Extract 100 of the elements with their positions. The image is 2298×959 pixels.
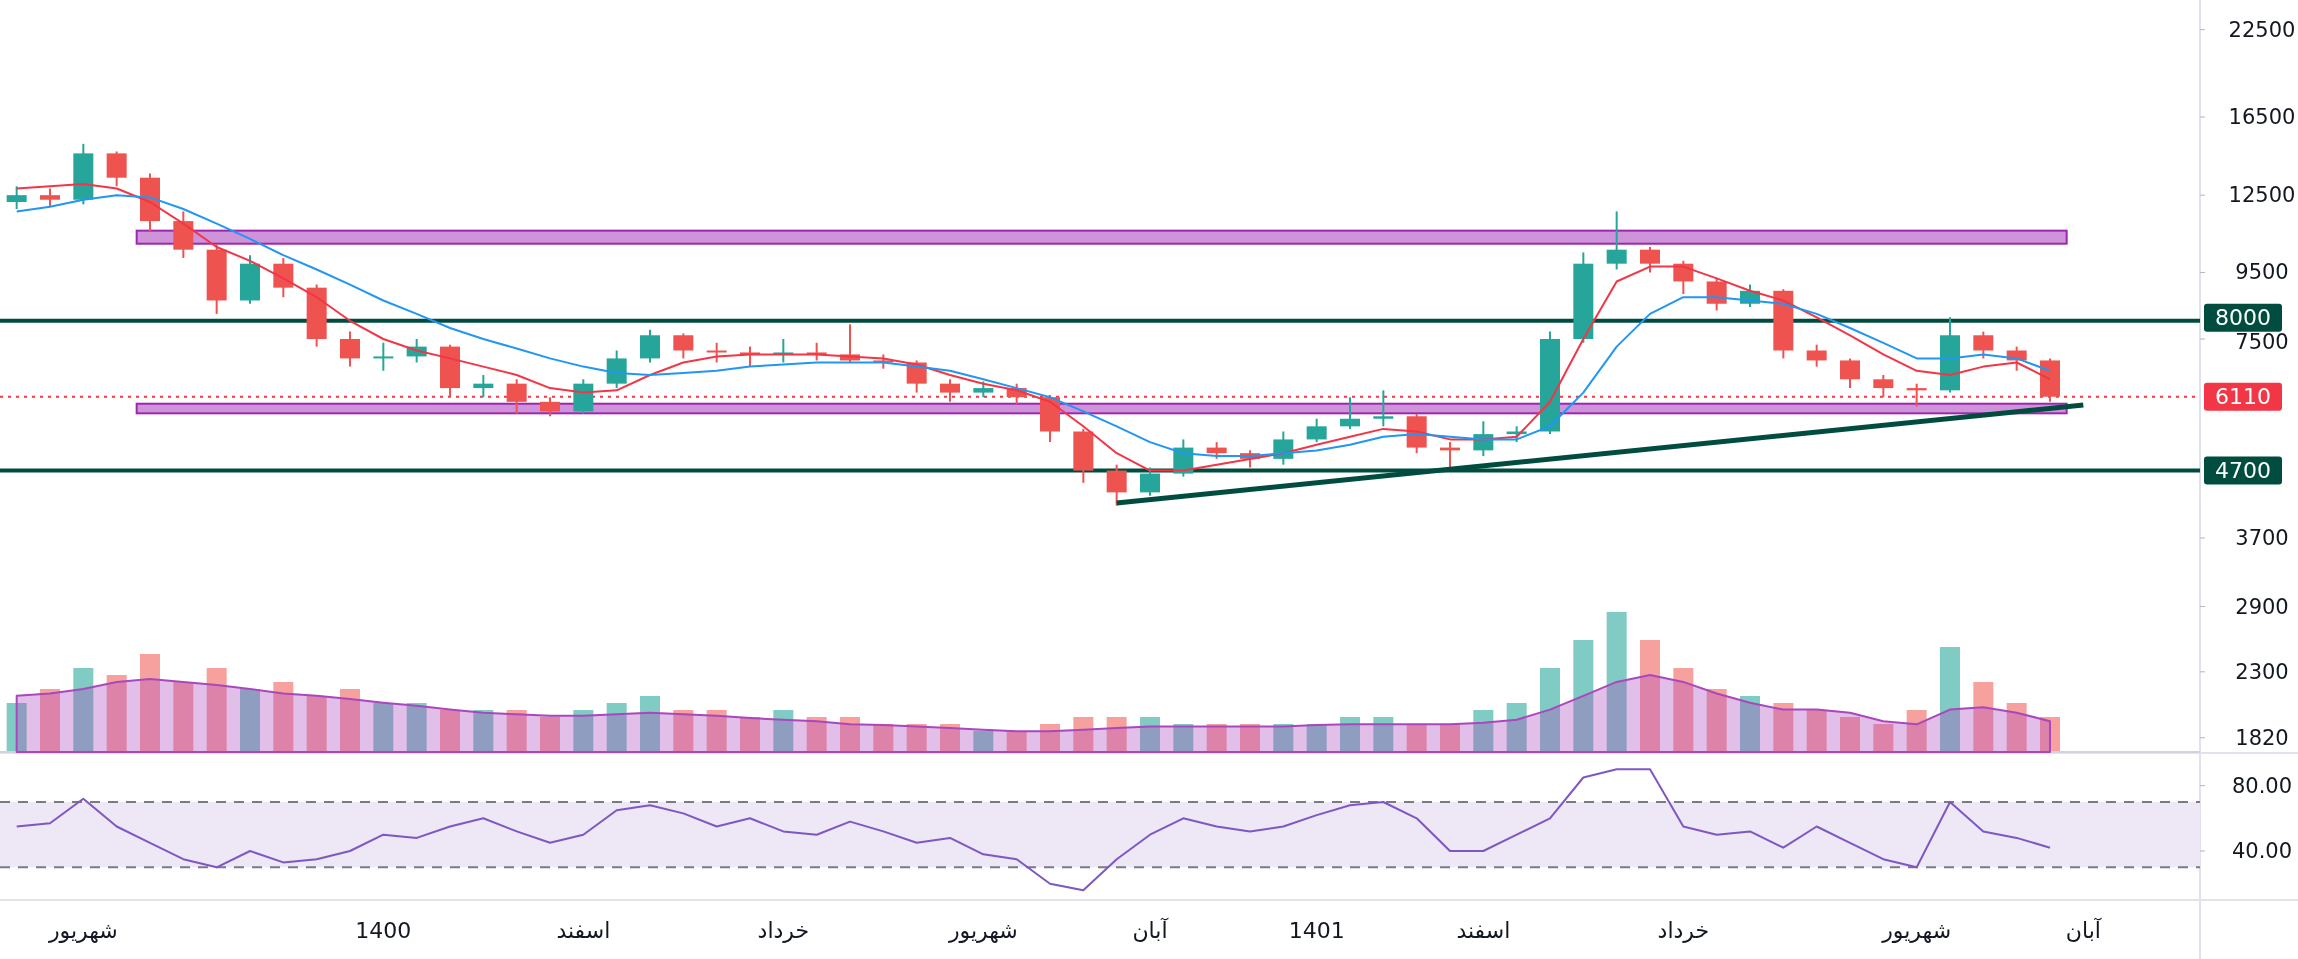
x-tick-label: شهریور: [47, 917, 118, 943]
bar: [1173, 724, 1194, 752]
bar: [1440, 724, 1460, 752]
bar: [240, 689, 260, 752]
bar: [40, 689, 60, 752]
bar: [1973, 682, 1994, 752]
bar: [840, 717, 860, 752]
y-tick-label: 2300: [2235, 659, 2289, 684]
bar: [1473, 710, 1494, 752]
x-tick-label: شهریور: [1881, 917, 1952, 943]
bar: [1706, 689, 1727, 752]
x-tick-label: آبان: [1132, 916, 1169, 943]
candlestick: [940, 378, 960, 403]
bar: [473, 710, 494, 752]
candlestick: [1373, 389, 1394, 428]
bar: [506, 710, 527, 752]
candlestick: [706, 341, 727, 364]
candlestick: [1873, 373, 1894, 399]
bar: [1640, 640, 1660, 752]
line-series: [15, 768, 2051, 892]
bar: [306, 696, 327, 752]
y-tick-label: 80.00: [2231, 773, 2293, 798]
bar: [806, 717, 827, 752]
x-tick-label: آبان: [2065, 916, 2102, 943]
bar: [6, 703, 27, 752]
bar: [940, 724, 960, 752]
x-tick-label: شهریور: [947, 917, 1018, 943]
bar: [1306, 724, 1327, 752]
bar: [1240, 724, 1260, 752]
bar: [740, 717, 760, 752]
bar: [2006, 703, 2027, 752]
bar: [206, 668, 227, 752]
candlestick: [373, 341, 394, 372]
bar: [1506, 703, 1527, 752]
bar: [873, 724, 894, 752]
candlestick: [1840, 357, 1860, 390]
candlestick: [40, 187, 60, 208]
candlestick: [1306, 417, 1327, 444]
bar: [173, 682, 194, 752]
bar: [1773, 703, 1794, 752]
y-tick-label: 2900: [2235, 594, 2289, 619]
bar: [540, 717, 560, 752]
bar: [1340, 717, 1360, 752]
bar: [440, 710, 460, 752]
ref-line-label: 8000: [2215, 305, 2271, 331]
bar: [973, 731, 994, 752]
x-tick-label: اسفند: [1456, 917, 1511, 943]
bar: [1206, 724, 1227, 752]
y-tick-label: 9500: [2235, 260, 2289, 285]
bar: [1606, 612, 1627, 752]
bar: [340, 689, 360, 752]
bar: [1840, 717, 1860, 752]
bar: [2040, 717, 2060, 752]
candlestick: [6, 185, 27, 211]
y-tick-label: 16500: [2228, 105, 2296, 129]
bar: [1040, 724, 1060, 752]
bar: [1406, 724, 1427, 752]
bar: [606, 703, 627, 752]
bar: [1106, 717, 1127, 752]
candlestick: [540, 396, 560, 418]
bar: [1740, 696, 1760, 752]
ref-line-label: 6110: [2215, 384, 2271, 410]
bar: [640, 696, 660, 752]
bar: [106, 675, 127, 752]
candlestick: [640, 328, 660, 364]
bar: [273, 682, 294, 752]
candlestick: [1140, 466, 1160, 497]
y-tick-label: 12500: [2228, 183, 2296, 208]
candlestick: [1606, 210, 1627, 271]
candlestick: [340, 330, 360, 368]
candlestick: [1806, 343, 1827, 368]
bar: [73, 668, 94, 752]
x-tick-label: 1400: [355, 917, 412, 943]
bar: [1940, 647, 1960, 752]
ref-line-label: 4700: [2215, 458, 2271, 484]
bar: [573, 710, 594, 752]
x-tick-label: خرداد: [757, 917, 810, 943]
bar: [773, 710, 794, 752]
y-tick-label: 7500: [2235, 330, 2289, 354]
bar: [1873, 724, 1894, 752]
candlestick: [273, 257, 294, 299]
bar: [1006, 731, 1027, 752]
bar: [1073, 717, 1094, 752]
bar: [1673, 668, 1694, 752]
candlestick: [506, 378, 527, 415]
bar: [906, 724, 927, 752]
candlestick: [1640, 245, 1660, 274]
x-tick-label: اسفند: [556, 917, 611, 943]
bar: [1540, 668, 1560, 752]
bar: [706, 710, 727, 752]
x-tick-label: 1401: [1288, 917, 1345, 943]
bar: [1373, 717, 1394, 752]
candlestick: [1706, 277, 1727, 312]
x-tick-label: خرداد: [1657, 917, 1710, 943]
bar: [1906, 710, 1927, 752]
bar: [1806, 710, 1827, 752]
candlestick: [473, 373, 494, 399]
bar: [673, 710, 694, 752]
y-tick-label: 3700: [2235, 525, 2289, 550]
bar: [1573, 640, 1594, 752]
